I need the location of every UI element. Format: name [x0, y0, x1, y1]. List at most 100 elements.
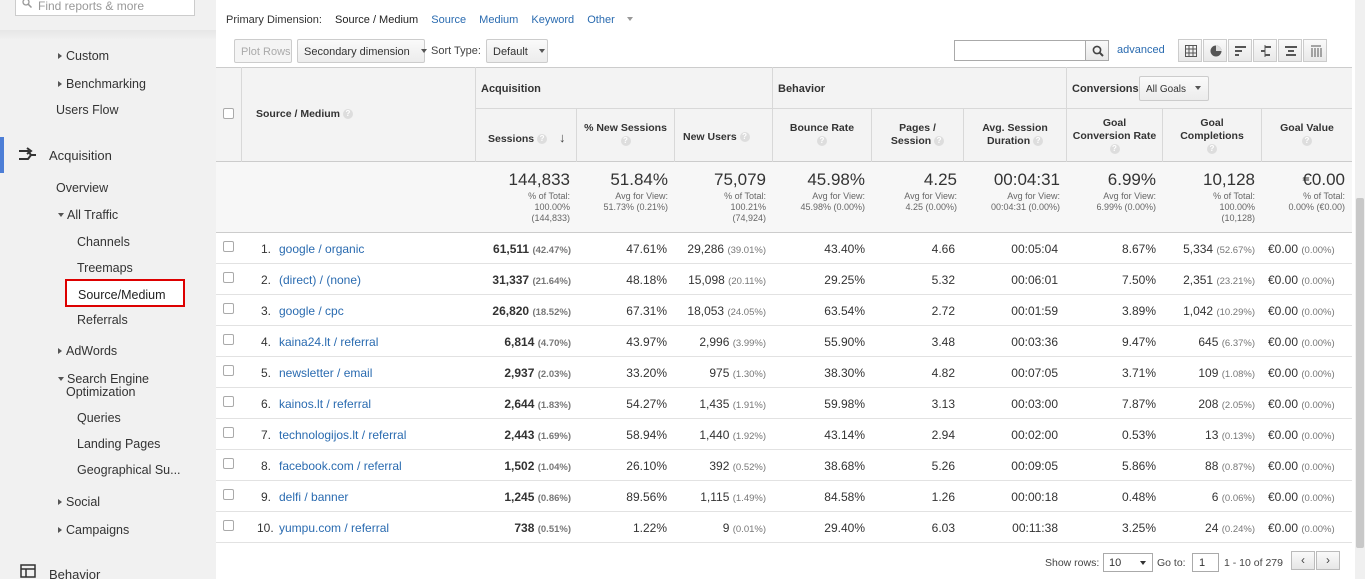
source-medium-link[interactable]: technologijos.lt / referral	[279, 428, 407, 442]
goal-conversion-rate-header[interactable]: Goal Conversion Rate?	[1067, 117, 1162, 156]
pie-view-button[interactable]	[1203, 39, 1227, 62]
new-sessions-header[interactable]: % New Sessions?	[577, 122, 674, 148]
sidebar-section-behavior[interactable]: Behavior	[0, 559, 216, 579]
help-icon[interactable]: ?	[1033, 136, 1044, 147]
source-medium-link[interactable]: google / cpc	[279, 304, 344, 318]
table-row: 7. technologijos.lt / referral 2,443 (1.69…	[216, 419, 1352, 450]
sidebar-item-campaigns[interactable]: Campaigns	[58, 523, 129, 537]
new-users-percent: (39.01%)	[727, 245, 766, 256]
avg-duration-header[interactable]: Avg. Session Duration ?	[964, 122, 1066, 148]
goal-completions-header[interactable]: Goal Completions?	[1163, 117, 1261, 156]
dimension-medium[interactable]: Medium	[479, 14, 519, 26]
row-checkbox[interactable]	[223, 241, 234, 252]
help-icon[interactable]: ?	[620, 136, 631, 147]
goal-value-header[interactable]: Goal Value?	[1262, 122, 1352, 148]
select-all-checkbox[interactable]	[223, 108, 234, 119]
expand-arrow-icon	[58, 499, 62, 505]
sidebar-item-overview[interactable]: Overview	[56, 181, 108, 195]
sidebar-section-acquisition[interactable]: Acquisition	[0, 137, 216, 173]
sidebar-item-queries[interactable]: Queries	[77, 411, 121, 425]
row-checkbox[interactable]	[223, 334, 234, 345]
dimension-other[interactable]: Other	[587, 14, 643, 26]
total-detail-line: Avg for View:	[615, 191, 668, 201]
dimension-source-medium[interactable]: Source / Medium	[335, 14, 419, 26]
next-page-button[interactable]: ›	[1316, 551, 1340, 570]
source-medium-link[interactable]: delfi / banner	[279, 490, 349, 504]
term-cloud-button[interactable]	[1278, 39, 1302, 62]
goals-dropdown[interactable]: All Goals	[1139, 76, 1209, 101]
plot-rows-button[interactable]: Plot Rows	[234, 39, 292, 63]
sidebar-item-adwords[interactable]: AdWords	[58, 344, 117, 358]
sidebar-item-source-medium[interactable]: Source/Medium	[65, 279, 185, 307]
sort-type-dropdown[interactable]: Default	[486, 39, 548, 63]
row-checkbox[interactable]	[223, 396, 234, 407]
sessions-percent: (4.70%)	[537, 338, 571, 349]
help-icon[interactable]: ?	[1109, 144, 1120, 155]
goal-value-percent: (0.00%)	[1301, 431, 1335, 442]
help-icon[interactable]: ?	[537, 134, 548, 145]
source-medium-link[interactable]: yumpu.com / referral	[279, 521, 390, 535]
table-row: 4. kaina24.lt / referral 6,814 (4.70%) 43.9…	[216, 326, 1352, 357]
row-number: 1.	[260, 242, 271, 256]
row-checkbox[interactable]	[223, 520, 234, 531]
show-rows-select[interactable]: 10	[1103, 553, 1153, 572]
sidebar-item-treemaps[interactable]: Treemaps	[77, 261, 133, 275]
source-medium-link[interactable]: kaina24.lt / referral	[279, 335, 379, 349]
primary-dimension-row: Primary Dimension: Source / Medium Sourc…	[226, 14, 653, 26]
new-users-cell: 392 (0.52%)	[709, 459, 766, 473]
help-icon[interactable]: ?	[739, 132, 750, 143]
row-checkbox[interactable]	[223, 365, 234, 376]
help-icon[interactable]: ?	[1302, 136, 1312, 147]
comparison-view-button[interactable]	[1253, 39, 1277, 62]
new-sessions-cell: 67.31%	[626, 304, 667, 318]
row-checkbox[interactable]	[223, 489, 234, 500]
sidebar-search-input[interactable]: Find reports & more	[15, 0, 195, 16]
sidebar-item-benchmarking[interactable]: Benchmarking	[58, 77, 146, 91]
help-icon[interactable]: ?	[817, 136, 827, 147]
dimension-source[interactable]: Source	[431, 14, 467, 26]
source-medium-link[interactable]: (direct) / (none)	[279, 273, 362, 287]
vertical-scrollbar[interactable]	[1355, 0, 1365, 579]
sidebar-item-landing-pages[interactable]: Landing Pages	[77, 437, 160, 451]
pivot-view-button[interactable]	[1303, 39, 1327, 62]
sidebar-item-social[interactable]: Social	[58, 495, 100, 509]
sessions-value: 26,820	[492, 304, 530, 318]
help-icon[interactable]: ?	[934, 136, 945, 147]
secondary-dimension-dropdown[interactable]: Secondary dimension	[297, 39, 427, 63]
scrollbar-thumb[interactable]	[1356, 198, 1364, 548]
source-medium-link[interactable]: google / organic	[279, 242, 365, 256]
sidebar-item-geographical[interactable]: Geographical Su...	[77, 463, 181, 477]
sidebar-item-users-flow[interactable]: Users Flow	[56, 103, 119, 117]
new-users-header[interactable]: New Users ?	[675, 131, 772, 144]
row-checkbox[interactable]	[223, 272, 234, 283]
pages-session-header[interactable]: Pages / Session ?	[872, 122, 963, 148]
source-medium-header[interactable]: Source / Medium ?	[256, 108, 376, 121]
goal-value-cell: €0.00 (0.00%)	[1268, 273, 1335, 287]
table-filter-search-button[interactable]	[1085, 40, 1109, 61]
dimension-keyword[interactable]: Keyword	[531, 14, 575, 26]
row-checkbox[interactable]	[223, 458, 234, 469]
sidebar-item-custom[interactable]: Custom	[58, 49, 109, 63]
sidebar-item-referrals[interactable]: Referrals	[77, 313, 128, 327]
performance-view-button[interactable]	[1228, 39, 1252, 62]
sidebar-item-channels[interactable]: Channels	[77, 235, 130, 249]
sessions-percent: (2.03%)	[537, 369, 571, 380]
goal-completions-value: 1,042	[1183, 304, 1214, 318]
row-checkbox[interactable]	[223, 427, 234, 438]
table-filter-input[interactable]	[954, 40, 1086, 61]
previous-page-button[interactable]: ‹	[1291, 551, 1315, 570]
advanced-filter-link[interactable]: advanced	[1117, 44, 1165, 56]
source-medium-link[interactable]: kainos.lt / referral	[279, 397, 372, 411]
source-medium-link[interactable]: newsletter / email	[279, 366, 373, 380]
sidebar-item-seo[interactable]: Search Engine	[58, 372, 149, 386]
sidebar-item-all-traffic[interactable]: All Traffic	[58, 208, 118, 222]
bounce-rate-header[interactable]: Bounce Rate?	[773, 122, 871, 148]
table-view-button[interactable]	[1178, 39, 1202, 62]
help-icon[interactable]: ?	[342, 109, 353, 120]
goto-page-input[interactable]: 1	[1192, 553, 1219, 572]
sessions-header[interactable]: Sessions ? ↓	[478, 131, 573, 146]
source-medium-link[interactable]: facebook.com / referral	[279, 459, 402, 473]
total-goal-conv-detail: Avg for View: 6.99% (0.00%)	[1096, 191, 1156, 213]
row-checkbox[interactable]	[223, 303, 234, 314]
help-icon[interactable]: ?	[1207, 144, 1217, 155]
